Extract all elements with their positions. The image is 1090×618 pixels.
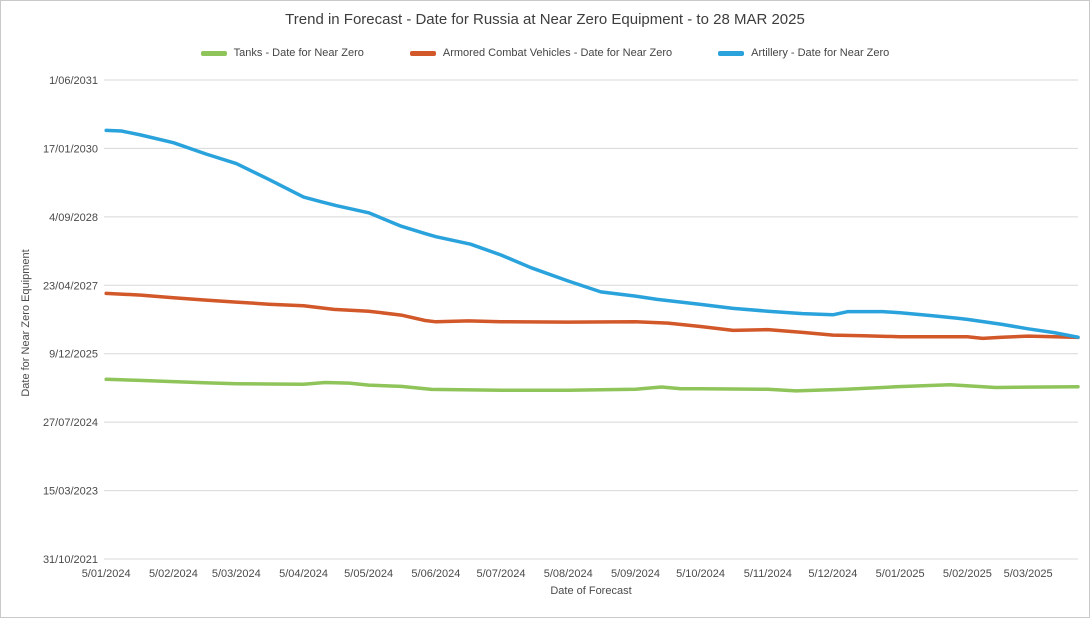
artillery-series-swatch	[718, 50, 745, 56]
x-tick-label: 5/02/2024	[149, 568, 198, 580]
x-tick-label: 5/06/2024	[411, 568, 460, 580]
y-tick-label: 15/03/2023	[43, 486, 98, 498]
series-line-1	[104, 291, 1080, 341]
series-line-2	[104, 128, 1080, 339]
chart-legend: Tanks - Date for Near Zero Armored Comba…	[1, 47, 1089, 59]
x-tick-label: 5/11/2024	[744, 568, 792, 580]
legend-item-armored-combat-vehicles[interactable]: Armored Combat Vehicles - Date for Near …	[409, 47, 673, 59]
x-tick-label: 5/07/2024	[477, 568, 526, 580]
legend-label-tanks: Tanks - Date for Near Zero	[233, 47, 364, 59]
chart-title: Trend in Forecast - Date for Russia at N…	[285, 11, 805, 28]
legend-label-artillery: Artillery - Date for Near Zero	[751, 47, 890, 59]
y-axis-title: Date for Near Zero Equipment	[20, 249, 32, 397]
x-tick-label: 5/12/2024	[808, 568, 857, 580]
y-tick-label: 1/06/2031	[49, 75, 98, 87]
x-tick-label: 5/10/2024	[676, 568, 725, 580]
x-tick-label: 5/03/2024	[212, 568, 261, 580]
y-tick-label: 23/04/2027	[43, 280, 98, 292]
x-tick-label: 5/01/2024	[82, 568, 131, 580]
tanks-series-swatch	[200, 50, 227, 56]
x-tick-label: 5/03/2025	[1004, 568, 1053, 580]
x-tick-label: 5/02/2025	[943, 568, 992, 580]
series-line-0	[104, 377, 1080, 393]
legend-label-armored-combat-vehicles: Armored Combat Vehicles - Date for Near …	[442, 47, 673, 59]
legend-item-tanks[interactable]: Tanks - Date for Near Zero	[200, 47, 364, 59]
y-tick-label: 9/12/2025	[49, 349, 98, 361]
armored-combat-vehicles-series-swatch	[409, 50, 436, 56]
x-tick-label: 5/05/2024	[344, 568, 393, 580]
y-tick-label: 27/07/2024	[43, 417, 98, 429]
y-tick-label: 31/10/2021	[43, 554, 98, 566]
x-axis-title: Date of Forecast	[550, 585, 632, 597]
x-tick-label: 5/09/2024	[611, 568, 660, 580]
x-tick-label: 5/01/2025	[876, 568, 925, 580]
legend-item-artillery[interactable]: Artillery - Date for Near Zero	[718, 47, 889, 59]
x-tick-label: 5/08/2024	[544, 568, 593, 580]
x-tick-label: 5/04/2024	[279, 568, 328, 580]
y-tick-label: 17/01/2030	[43, 143, 98, 155]
y-tick-label: 4/09/2028	[49, 212, 98, 224]
